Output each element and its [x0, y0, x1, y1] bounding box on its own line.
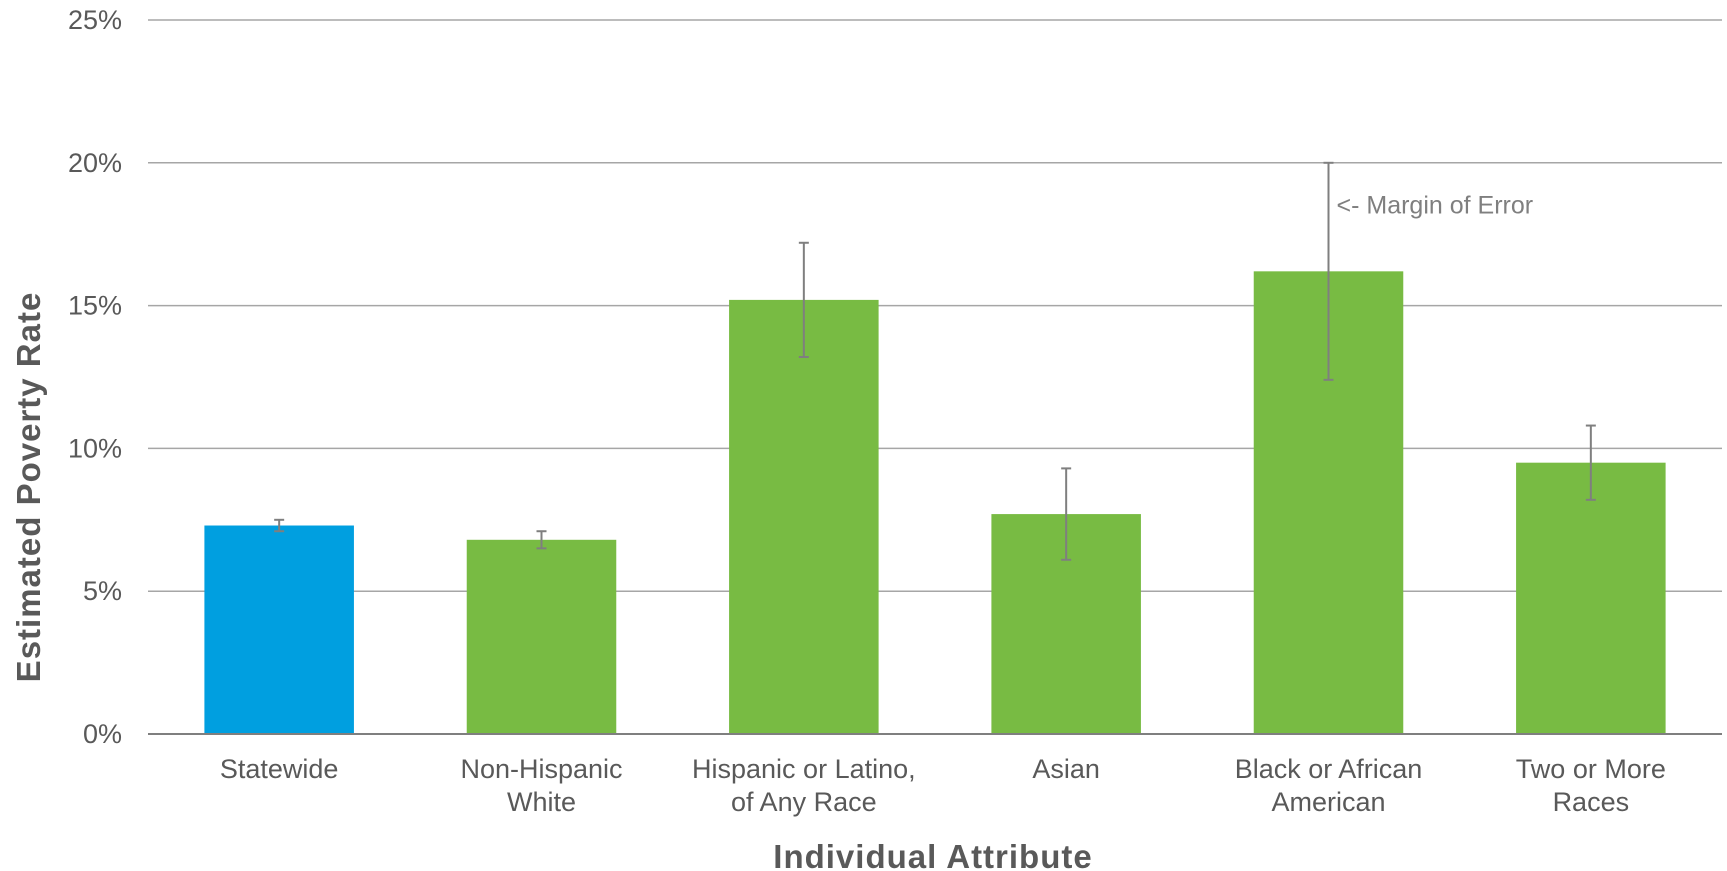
x-category-label: Two or More Races: [1516, 754, 1666, 817]
bar: [1516, 462, 1666, 734]
y-tick-labels: 0% 5% 10% 15% 20% 25%: [68, 5, 122, 749]
bar: [729, 299, 879, 734]
x-category-label: Hispanic or Latino, of Any Race: [692, 754, 916, 817]
x-category-label-line: Statewide: [220, 754, 339, 784]
x-category-labels: Statewide Non-Hispanic White Hispanic or La…: [220, 754, 1666, 817]
bar: [466, 539, 617, 734]
y-tick-label: 0%: [83, 719, 122, 749]
margin-of-error-annotation: <- Margin of Error: [1337, 192, 1534, 220]
x-category-label-line: Asian: [1032, 754, 1100, 784]
x-category-label-line: of Any Race: [731, 787, 877, 817]
x-category-label: Black or African American: [1235, 754, 1423, 817]
x-category-label: Statewide: [220, 754, 339, 784]
x-category-label-line: Black or African: [1235, 754, 1423, 784]
x-axis-title: Individual Attribute: [773, 838, 1092, 871]
bar: [204, 525, 354, 734]
x-category-label-line: American: [1271, 787, 1385, 817]
y-tick-label: 5%: [83, 576, 122, 606]
x-category-label-line: Two or More: [1516, 754, 1666, 784]
y-tick-label: 25%: [68, 5, 122, 35]
y-tick-label: 15%: [68, 291, 122, 321]
x-category-label: Asian: [1032, 754, 1100, 784]
error-bars: [274, 161, 1596, 561]
x-category-label: Non-Hispanic White: [460, 754, 622, 817]
gridlines: [148, 19, 1722, 592]
x-category-label-line: Hispanic or Latino,: [692, 754, 916, 784]
y-tick-label: 10%: [68, 433, 122, 463]
y-axis-title: Estimated Poverty Rate: [10, 292, 47, 683]
x-category-label-line: Non-Hispanic: [460, 754, 622, 784]
bars: [204, 271, 1666, 734]
y-tick-label: 20%: [68, 148, 122, 178]
annotations: <- Margin of Error: [1337, 192, 1534, 220]
x-category-label-line: White: [507, 787, 576, 817]
x-category-label-line: Races: [1553, 787, 1630, 817]
